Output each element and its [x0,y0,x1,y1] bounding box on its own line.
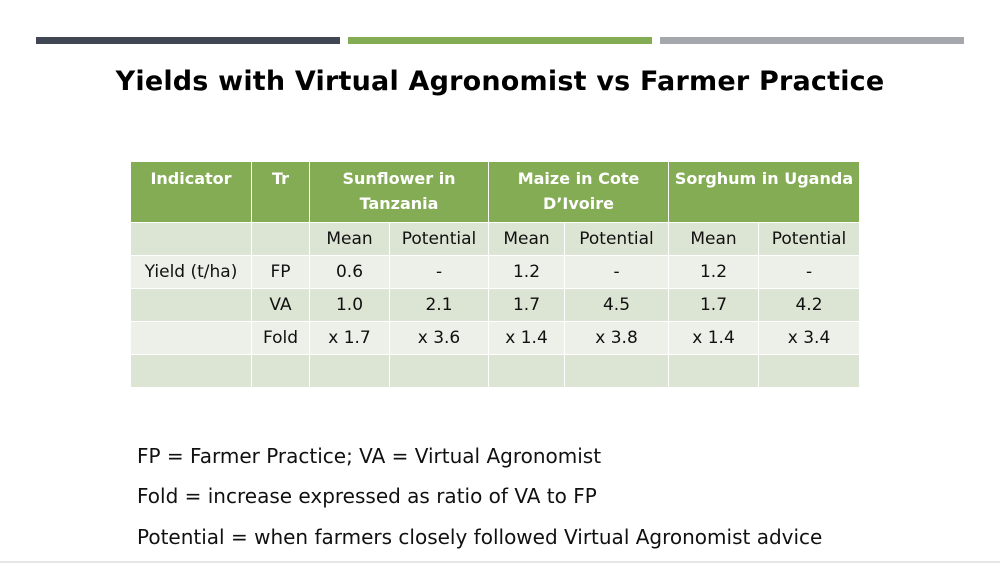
table-cell [130,321,252,355]
accent-bar-gray [660,37,964,44]
table-cell [668,354,760,388]
table-row-fold: Fold x 1.7 x 3.6 x 1.4 x 3.8 x 1.4 x 3.4 [130,321,861,355]
table-cell [130,222,252,256]
slide-title: Yields with Virtual Agronomist vs Farmer… [115,66,885,97]
table-subheader-row: Mean Potential Mean Potential Mean Poten… [130,222,861,256]
header-sorghum-uganda: Sorghum in Uganda [668,161,861,223]
table-cell: x 3.8 [564,321,670,355]
table-cell [388,354,490,388]
table-cell: 4.5 [564,288,670,322]
header-maize-cote-divoire: Maize in Cote D’Ivoire [488,161,670,223]
table-cell: VA [251,288,310,322]
table-cell [309,354,390,388]
header-indicator: Indicator [130,161,252,223]
accent-bar-dark [36,37,340,44]
table-row-va: VA 1.0 2.1 1.7 4.5 1.7 4.2 [130,288,861,322]
table-cell: - [564,255,670,289]
table-cell: x 1.4 [668,321,760,355]
note-abbreviations: FP = Farmer Practice; VA = Virtual Agron… [137,444,602,468]
table-cell: Yield (t/ha) [130,255,252,289]
table-cell: 4.2 [758,288,861,322]
table-cell: x 3.4 [758,321,861,355]
table-cell [130,288,252,322]
table-cell: 1.0 [309,288,390,322]
note-potential-definition: Potential = when farmers closely followe… [137,525,823,549]
table-cell: Fold [251,321,310,355]
table-row-fp: Yield (t/ha) FP 0.6 - 1.2 - 1.2 - [130,255,861,289]
note-fold-definition: Fold = increase expressed as ratio of VA… [137,484,597,508]
table-cell [130,354,252,388]
table-row-empty [130,354,861,388]
header-tr: Tr [251,161,310,223]
table-cell [251,222,310,256]
table-cell: 1.2 [668,255,760,289]
table-cell: 1.7 [668,288,760,322]
table-cell [251,354,310,388]
table-cell: x 3.6 [388,321,490,355]
table-cell [564,354,670,388]
table-cell: FP [251,255,310,289]
yields-table: Indicator Tr Sunflower in Tanzania Maize… [130,161,861,388]
table-cell: 0.6 [309,255,390,289]
table-cell [488,354,566,388]
subheader-potential: Potential [758,222,861,256]
table-cell: - [388,255,490,289]
table-cell: x 1.7 [309,321,390,355]
subheader-potential: Potential [564,222,670,256]
subheader-potential: Potential [388,222,490,256]
table-cell: 1.2 [488,255,566,289]
header-sunflower-tanzania: Sunflower in Tanzania [308,161,490,223]
table-cell: x 1.4 [488,321,566,355]
accent-bar-green [348,37,652,44]
subheader-mean: Mean [668,222,760,256]
table-header-row: Indicator Tr Sunflower in Tanzania Maize… [130,161,861,223]
bottom-divider [0,561,1000,563]
subheader-mean: Mean [309,222,390,256]
subheader-mean: Mean [488,222,566,256]
table-cell: 2.1 [388,288,490,322]
table-cell [758,354,861,388]
table-cell: 1.7 [488,288,566,322]
table-cell: - [758,255,861,289]
